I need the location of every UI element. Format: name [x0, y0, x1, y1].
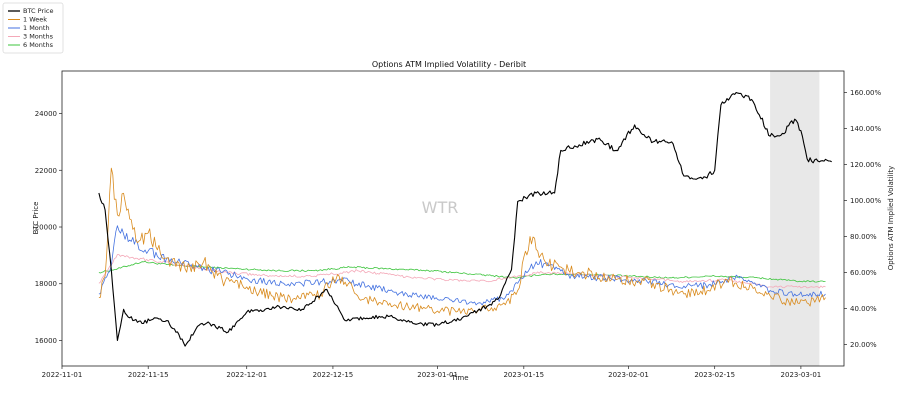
x-tick-label: 2023-02-01 [608, 371, 649, 379]
y-left-tick-label: 18000 [35, 280, 57, 288]
series-line-week [98, 167, 826, 316]
y-right-tick-label: 140.00% [850, 125, 881, 133]
legend-label: 6 Months [23, 41, 54, 49]
x-tick-label: 2023-03-01 [781, 371, 822, 379]
y-left-tick-label: 22000 [35, 167, 57, 175]
legend-label: 1 Week [23, 16, 47, 24]
plot-frame [61, 70, 845, 367]
series-line-six-months [98, 260, 826, 283]
y-axis-right-label: Options ATM Implied Volatility [887, 166, 895, 270]
x-axis: 2022-11-01 2022-11-15 2022-12-01 2022-12-15… [42, 366, 822, 379]
legend-label: 1 Month [23, 24, 50, 32]
series-layer [98, 91, 832, 347]
series-line-btc [98, 91, 832, 347]
y-right-tick-label: 80.00% [850, 233, 877, 241]
y-right-tick-label: 120.00% [850, 161, 881, 169]
x-tick-label: 2022-11-01 [42, 371, 83, 379]
y-right-tick-label: 160.00% [850, 89, 881, 97]
y-left-tick-label: 16000 [35, 337, 57, 345]
x-tick-label: 2023-01-15 [503, 371, 544, 379]
y-axis-left-label: BTC Price [32, 202, 40, 235]
x-tick-label: 2023-02-15 [694, 371, 735, 379]
y-left-tick-label: 24000 [35, 110, 57, 118]
series-line-month [98, 225, 826, 306]
watermark: WTR [422, 198, 459, 217]
y-right-tick-label: 60.00% [850, 269, 877, 277]
y-axis-right: 20.00% 40.00% 60.00% 80.00% 100.00% 120.00% 14… [844, 89, 881, 349]
y-right-tick-label: 40.00% [850, 305, 877, 313]
x-tick-label: 2022-11-15 [128, 371, 169, 379]
x-axis-label: Time [450, 374, 468, 382]
legend-label: BTC Price [23, 7, 54, 15]
x-tick-label: 2022-12-15 [313, 371, 354, 379]
legend-box [2, 2, 64, 54]
chart-title: Options ATM Implied Volatility - Deribit [372, 60, 526, 69]
x-tick-label: 2023-01-01 [417, 371, 458, 379]
y-left-tick-label: 20000 [35, 224, 57, 232]
legend-label: 3 Months [23, 33, 54, 41]
y-axis-left: 16000 18000 20000 22000 24000 [35, 110, 62, 345]
x-tick-label: 2022-12-01 [226, 371, 267, 379]
shaded-region [770, 71, 820, 366]
y-right-tick-label: 100.00% [850, 197, 881, 205]
y-right-tick-label: 20.00% [850, 341, 877, 349]
